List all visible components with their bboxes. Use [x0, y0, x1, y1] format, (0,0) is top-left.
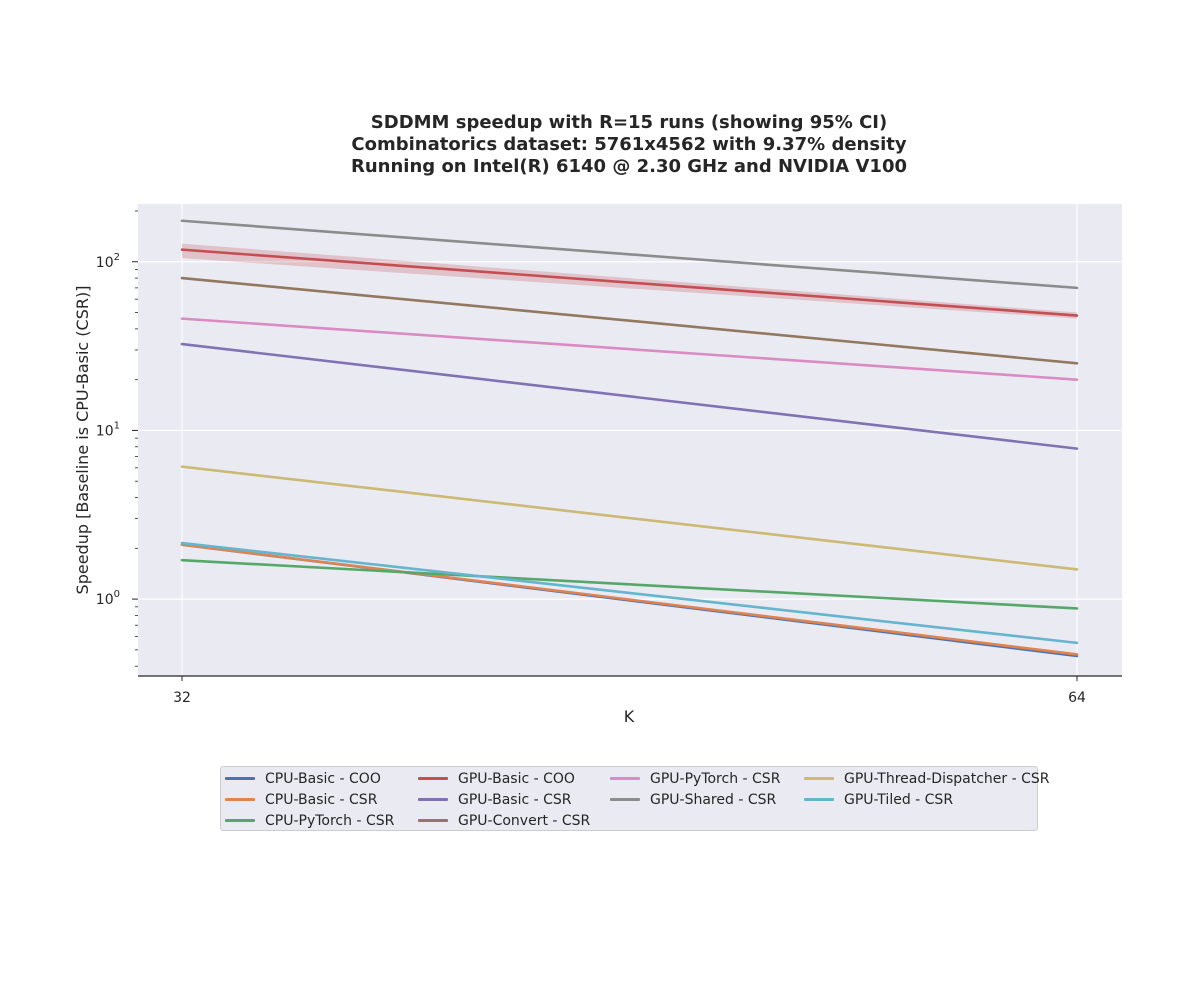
series-line [180, 317, 1079, 381]
legend-swatch [804, 777, 834, 780]
series-line [180, 219, 1079, 290]
series-line [180, 558, 1079, 610]
legend-label: GPU-Convert - CSR [458, 812, 591, 829]
title-line-1: SDDMM speedup with R=15 runs (showing 95… [370, 112, 888, 133]
series-line [180, 543, 1079, 656]
legend-label: GPU-Tiled - CSR [844, 791, 954, 808]
title-line-2: Combinatorics dataset: 5761x4562 with 9.… [351, 134, 907, 155]
legend-item: GPU-Tiled - CSR [804, 789, 953, 810]
legend-label: CPU-PyTorch - CSR [265, 812, 395, 829]
legend-item: GPU-PyTorch - CSR [610, 768, 780, 789]
legend-swatch [225, 819, 255, 822]
y-tick-label: 100 [96, 589, 120, 608]
grid-layer [138, 204, 1122, 676]
legend-swatch [225, 798, 255, 801]
legend-swatch [418, 777, 448, 780]
y-tick-label: 101 [96, 420, 120, 439]
legend-swatch [610, 777, 640, 780]
legend-item: CPU-PyTorch - CSR [225, 810, 394, 831]
legend-swatch [418, 819, 448, 822]
series-line [180, 276, 1079, 365]
legend-item: CPU-Basic - COO [225, 768, 381, 789]
legend-item: GPU-Thread-Dispatcher - CSR [804, 768, 1050, 789]
chart-title: SDDMM speedup with R=15 runs (showing 95… [0, 112, 1200, 178]
legend-swatch [418, 798, 448, 801]
legend-item: GPU-Basic - COO [418, 768, 575, 789]
legend-label: GPU-Shared - CSR [650, 791, 777, 808]
legend-label: GPU-Basic - CSR [458, 791, 572, 808]
series-line [180, 465, 1079, 571]
y-ticks: 100 101 102 [96, 210, 138, 667]
legend: CPU-Basic - COO CPU-Basic - CSR CPU-PyTorc… [220, 766, 1050, 831]
legend-label: CPU-Basic - COO [265, 770, 381, 787]
x-tick-label: 64 [1068, 690, 1086, 706]
series-line [180, 541, 1079, 645]
legend-label: GPU-Thread-Dispatcher - CSR [844, 770, 1050, 787]
series-line [180, 342, 1079, 450]
legend-swatch [804, 798, 834, 801]
series-lines [180, 219, 1079, 658]
y-tick-label: 102 [96, 252, 120, 271]
y-axis-label: Speedup [Baseline is CPU-Basic (CSR)] [73, 286, 92, 595]
legend-swatch [225, 777, 255, 780]
legend-item: CPU-Basic - CSR [225, 789, 377, 810]
series-line [180, 248, 1079, 317]
legend-label: CPU-Basic - CSR [265, 791, 378, 808]
legend-item: GPU-Basic - CSR [418, 789, 572, 810]
plot-area [138, 204, 1122, 676]
title-line-3: Running on Intel(R) 6140 @ 2.30 GHz and … [351, 156, 907, 177]
x-ticks: 32 64 [173, 676, 1086, 706]
legend-item: GPU-Convert - CSR [418, 810, 590, 831]
x-tick-label: 32 [173, 690, 191, 706]
x-axis-label: K [624, 707, 635, 726]
legend-label: GPU-PyTorch - CSR [650, 770, 781, 787]
legend-item: GPU-Shared - CSR [610, 789, 776, 810]
legend-swatch [610, 798, 640, 801]
legend-label: GPU-Basic - COO [458, 770, 575, 787]
